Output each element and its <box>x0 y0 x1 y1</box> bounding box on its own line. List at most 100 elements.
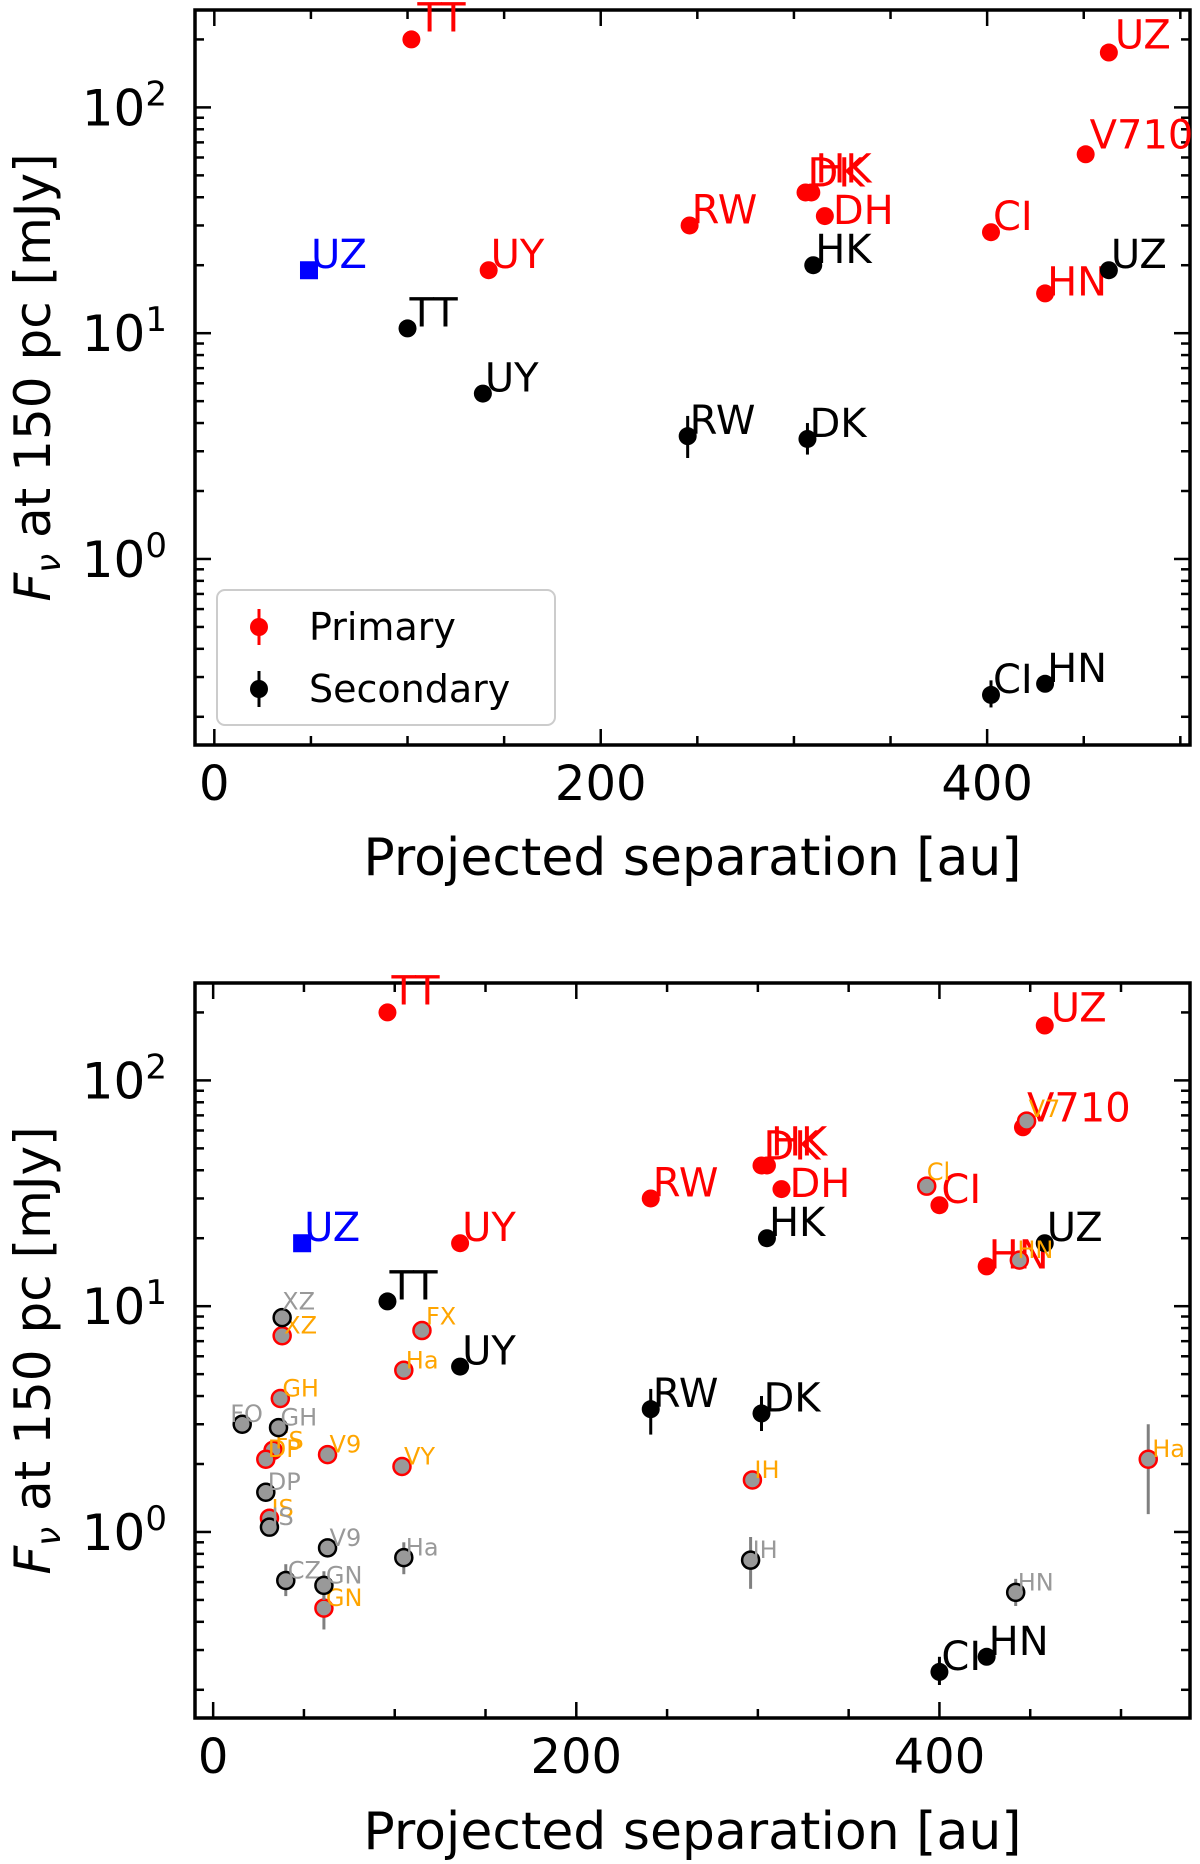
data-point <box>740 1550 761 1570</box>
point-label: GN <box>326 1561 363 1589</box>
point-label: Ha <box>406 1534 439 1562</box>
x-tick-label: 200 <box>530 1729 622 1785</box>
data-point <box>977 1257 996 1276</box>
point-label: UZ <box>311 232 367 278</box>
point-label: IH <box>753 1536 778 1564</box>
data-point <box>977 1647 996 1666</box>
data-point <box>1099 43 1118 62</box>
point-label: HK <box>815 146 873 192</box>
y-tick-label: 100 <box>82 526 167 589</box>
point-label: V710 <box>1027 1085 1131 1131</box>
point-label: HN <box>1018 1568 1054 1596</box>
data-point <box>314 1575 334 1596</box>
data-point <box>916 1176 937 1196</box>
legend-marker <box>250 618 268 636</box>
point-label: HK <box>771 1119 829 1165</box>
data-point <box>1076 145 1095 164</box>
data-point <box>1035 1234 1054 1253</box>
data-point <box>473 384 492 403</box>
point-label: VY <box>404 1442 435 1470</box>
point-label: DP <box>268 1435 301 1463</box>
y-tick-label: 100 <box>82 1499 167 1562</box>
y-axis-label: Fν at 150 pc [mJy] <box>4 153 69 601</box>
point-label: HN <box>989 1619 1049 1665</box>
data-point <box>451 1357 470 1376</box>
point-label: HK <box>769 1200 827 1246</box>
point-label: DH <box>789 1161 850 1207</box>
axes-frame <box>193 8 1192 747</box>
point-label: XZ <box>282 1288 315 1316</box>
y-tick-label: 101 <box>82 1273 167 1336</box>
bottom-panel: 0 200 400 100 101 102 Projected separation [au… <box>4 968 1192 1862</box>
data-point <box>798 429 817 448</box>
point-label: DP <box>268 1468 301 1496</box>
point-label: V7 <box>1029 1095 1061 1123</box>
data-point <box>930 1662 949 1681</box>
legend-marker <box>250 680 268 698</box>
point-label: FX <box>426 1303 456 1331</box>
y-tick-label: 102 <box>82 1047 167 1110</box>
data-point <box>268 1417 289 1438</box>
legend-label: Primary <box>309 605 456 649</box>
point-label: UY <box>485 356 539 402</box>
data-point <box>1099 261 1118 280</box>
data-point <box>1036 284 1055 303</box>
data-point <box>802 183 821 202</box>
point-label: GH <box>282 1375 319 1403</box>
data-point <box>678 427 697 446</box>
data-point <box>982 685 1000 704</box>
point-label: RW <box>690 398 756 444</box>
point-label: HK <box>815 227 873 273</box>
point-label: V9 <box>330 1524 362 1552</box>
x-axis-label: Projected separation [au] <box>363 1802 1021 1862</box>
series-2: UZ <box>293 1205 360 1253</box>
point-label: IS <box>271 1494 293 1522</box>
data-point <box>276 1570 296 1591</box>
point-label: TT <box>416 0 466 41</box>
legend-box <box>216 589 556 726</box>
x-tick-label: 400 <box>894 1729 986 1785</box>
data-point <box>1005 1582 1026 1603</box>
data-point <box>412 1320 432 1341</box>
data-point <box>272 1307 292 1328</box>
point-label: HN <box>1047 646 1107 692</box>
x-tick-label: 0 <box>199 756 230 812</box>
data-point <box>757 1229 776 1248</box>
data-point <box>394 1547 414 1568</box>
legend-label: Secondary <box>309 667 510 711</box>
point-label: CZ <box>288 1556 321 1584</box>
data-point <box>772 1180 791 1199</box>
y-axis-label: Fν at 150 pc [mJy] <box>4 1126 69 1574</box>
x-axis-label: Projected separation [au] <box>363 828 1021 888</box>
point-label: UY <box>462 1329 516 1375</box>
data-point <box>394 1360 414 1381</box>
data-point <box>1138 1449 1158 1469</box>
point-label: V710 <box>1090 112 1194 158</box>
point-label: TT <box>388 1263 438 1309</box>
data-point <box>256 1449 276 1469</box>
data-point <box>1036 674 1055 693</box>
point-label: HN <box>1047 259 1107 305</box>
data-point <box>804 256 823 275</box>
data-point <box>378 1003 397 1022</box>
data-point <box>392 1456 412 1477</box>
data-point <box>256 1482 276 1502</box>
data-point <box>259 1517 280 1537</box>
data-point <box>398 319 417 338</box>
point-label: CI <box>941 1634 981 1680</box>
point-label: DH <box>833 188 894 234</box>
point-label: UZ <box>304 1205 360 1251</box>
data-point <box>270 1388 291 1409</box>
data-point <box>930 1196 949 1215</box>
x-tick-label: 200 <box>555 756 647 812</box>
top-panel: 0 200 400 100 101 102 Projected separation [au… <box>4 0 1193 888</box>
point-label: DK <box>809 401 868 447</box>
point-label: IH <box>754 1456 779 1484</box>
series-2: UZ <box>299 232 367 280</box>
point-label: RW <box>653 1371 719 1417</box>
